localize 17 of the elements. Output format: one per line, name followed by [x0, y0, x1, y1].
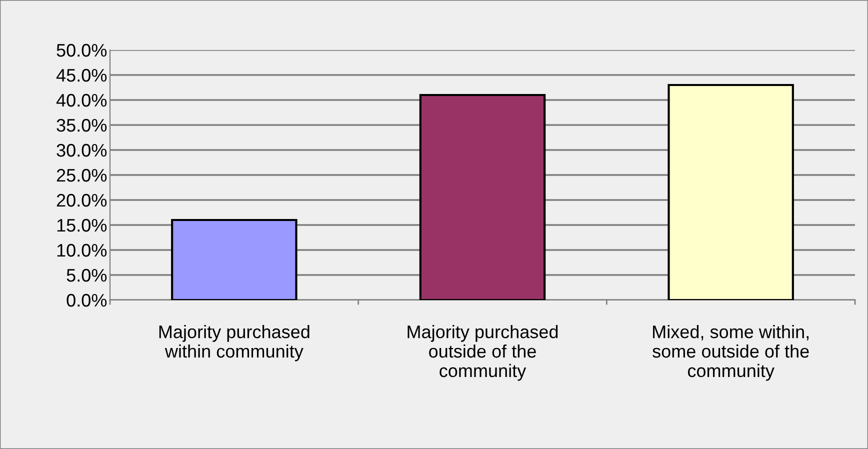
y-tick-label: 25.0%	[56, 168, 107, 182]
y-tick-label: 30.0%	[56, 144, 107, 157]
y-tick-label: 5.0%	[66, 268, 107, 282]
y-tick-label: 35.0%	[56, 118, 107, 132]
y-tick-label: 50.0%	[56, 44, 107, 57]
y-tick-label: 45.0%	[56, 68, 107, 82]
bar	[668, 84, 794, 300]
x-tick-label: Majority purchased within community	[159, 325, 310, 362]
bar	[171, 218, 298, 300]
y-tick-label: 10.0%	[57, 244, 107, 257]
y-tick-label: 20.0%	[56, 194, 107, 207]
x-tick-label: Majority purchased outside of the community	[408, 325, 558, 381]
bar	[419, 94, 546, 300]
y-tick-label: 0.0%	[66, 294, 107, 307]
y-tick-label: 40.0%	[56, 94, 107, 107]
x-tick-label: Mixed, some within, some outside of the community	[652, 325, 809, 381]
y-tick-label: 15.0%	[57, 218, 107, 232]
